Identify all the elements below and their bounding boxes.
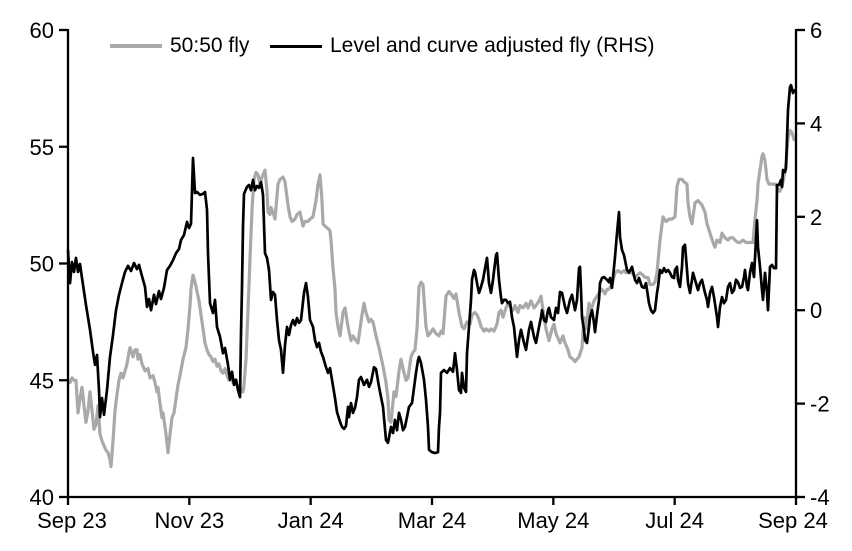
left-axis-tick-label: 50 [30, 252, 54, 277]
left-axis-tick-label: 60 [30, 18, 54, 43]
series-line-adjusted-fly [66, 83, 797, 455]
right-axis-tick-label: 0 [810, 298, 822, 323]
right-axis-tick-label: 6 [810, 18, 822, 43]
series-line-5050-fly [66, 128, 796, 469]
right-axis-tick-label: -2 [810, 392, 830, 417]
x-axis-tick-label: Sep 23 [37, 508, 107, 533]
right-axis-tick-label: 2 [810, 205, 822, 230]
x-axis-tick-label: Sep 24 [758, 508, 828, 533]
x-axis-tick-label: Mar 24 [398, 508, 466, 533]
left-axis-tick-label: 45 [30, 368, 54, 393]
left-axis-tick-label: 55 [30, 135, 54, 160]
right-axis-tick-label: 4 [810, 111, 822, 136]
left-axis-tick-label: 40 [30, 485, 54, 510]
x-axis-tick-label: Nov 23 [154, 508, 224, 533]
right-axis-tick-label: -4 [810, 485, 830, 510]
x-axis-tick-label: Jan 24 [278, 508, 344, 533]
x-axis-tick-label: Jul 24 [645, 508, 704, 533]
x-axis-tick-label: May 24 [517, 508, 589, 533]
